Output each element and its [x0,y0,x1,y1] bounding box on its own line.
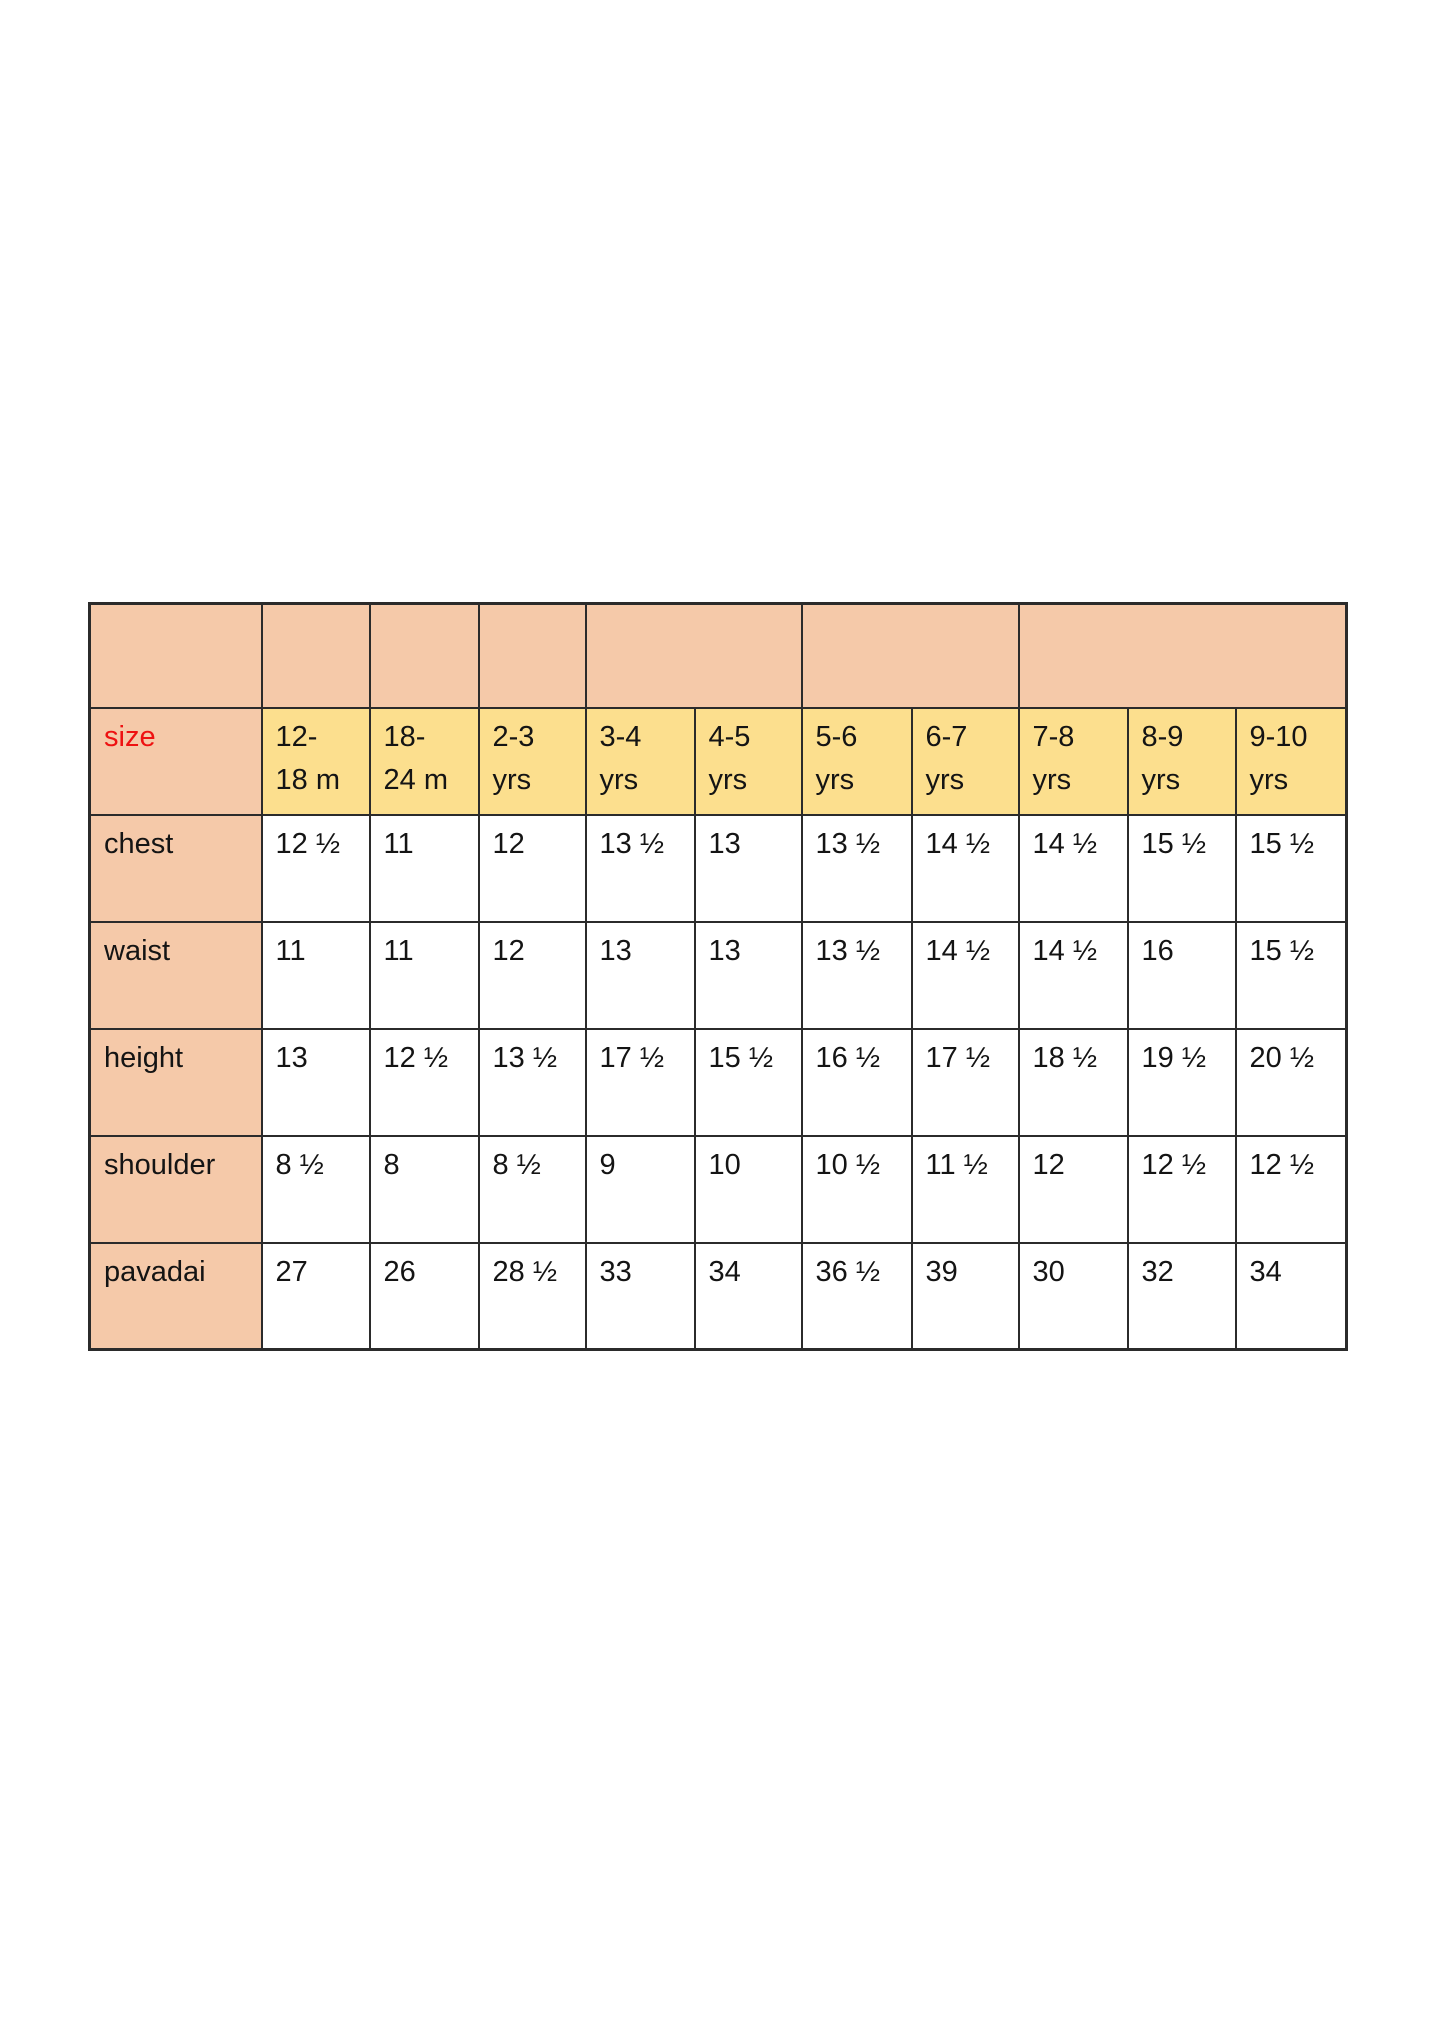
size-col-2-3yrs: 2-3 yrs [477,706,587,816]
band-cell [800,602,1020,709]
cell-height-5: 16 ½ [800,1027,913,1137]
cell-shoulder-7: 12 [1017,1134,1129,1244]
cell-chest-6: 14 ½ [910,813,1020,923]
cell-waist-7: 14 ½ [1017,920,1129,1030]
cell-height-8: 19 ½ [1126,1027,1237,1137]
table-row-shoulder: shoulder 8 ½ 8 8 ½ 9 10 10 ½ 11 ½ 12 12 … [88,1134,1348,1244]
cell-pavadai-5: 36 ½ [800,1241,913,1351]
size-col-6-7yrs: 6-7 yrs [910,706,1020,816]
cell-pavadai-9: 34 [1234,1241,1348,1351]
cell-shoulder-9: 12 ½ [1234,1134,1348,1244]
size-col-8-9yrs: 8-9 yrs [1126,706,1237,816]
cell-waist-4: 13 [693,920,803,1030]
band-cell [88,602,263,709]
cell-shoulder-6: 11 ½ [910,1134,1020,1244]
size-col-3-4yrs: 3-4 yrs [584,706,696,816]
table-row-waist: waist 11 11 12 13 13 13 ½ 14 ½ 14 ½ 16 1… [88,920,1348,1030]
size-col-9-10yrs: 9-10 yrs [1234,706,1348,816]
size-col-12-18m: 12- 18 m [260,706,371,816]
cell-waist-1: 11 [368,920,480,1030]
size-header-row: size 12- 18 m 18- 24 m 2-3 yrs 3-4 yrs 4… [88,706,1348,816]
cell-shoulder-0: 8 ½ [260,1134,371,1244]
cell-shoulder-5: 10 ½ [800,1134,913,1244]
cell-pavadai-8: 32 [1126,1241,1237,1351]
top-band-row [88,602,1348,709]
cell-chest-0: 12 ½ [260,813,371,923]
cell-height-2: 13 ½ [477,1027,587,1137]
cell-height-9: 20 ½ [1234,1027,1348,1137]
cell-pavadai-7: 30 [1017,1241,1129,1351]
cell-chest-5: 13 ½ [800,813,913,923]
cell-height-6: 17 ½ [910,1027,1020,1137]
table-row-height: height 13 12 ½ 13 ½ 17 ½ 15 ½ 16 ½ 17 ½ … [88,1027,1348,1137]
cell-waist-0: 11 [260,920,371,1030]
cell-chest-7: 14 ½ [1017,813,1129,923]
band-cell [260,602,371,709]
cell-height-4: 15 ½ [693,1027,803,1137]
size-header-label: size [88,706,263,816]
cell-pavadai-1: 26 [368,1241,480,1351]
row-label-waist: waist [88,920,263,1030]
cell-pavadai-2: 28 ½ [477,1241,587,1351]
table-row-chest: chest 12 ½ 11 12 13 ½ 13 13 ½ 14 ½ 14 ½ … [88,813,1348,923]
cell-height-1: 12 ½ [368,1027,480,1137]
size-col-4-5yrs: 4-5 yrs [693,706,803,816]
cell-waist-5: 13 ½ [800,920,913,1030]
cell-height-3: 17 ½ [584,1027,696,1137]
size-col-5-6yrs: 5-6 yrs [800,706,913,816]
band-cell [368,602,480,709]
row-label-pavadai: pavadai [88,1241,263,1351]
band-cell [1017,602,1348,709]
cell-waist-3: 13 [584,920,696,1030]
cell-height-7: 18 ½ [1017,1027,1129,1137]
size-col-18-24m: 18- 24 m [368,706,480,816]
cell-pavadai-6: 39 [910,1241,1020,1351]
cell-chest-1: 11 [368,813,480,923]
cell-chest-8: 15 ½ [1126,813,1237,923]
row-label-shoulder: shoulder [88,1134,263,1244]
cell-shoulder-8: 12 ½ [1126,1134,1237,1244]
table-row-pavadai: pavadai 27 26 28 ½ 33 34 36 ½ 39 30 32 3… [88,1241,1348,1351]
cell-pavadai-3: 33 [584,1241,696,1351]
row-label-chest: chest [88,813,263,923]
cell-chest-2: 12 [477,813,587,923]
cell-shoulder-3: 9 [584,1134,696,1244]
cell-pavadai-4: 34 [693,1241,803,1351]
cell-height-0: 13 [260,1027,371,1137]
size-col-7-8yrs: 7-8 yrs [1017,706,1129,816]
cell-pavadai-0: 27 [260,1241,371,1351]
cell-shoulder-1: 8 [368,1134,480,1244]
cell-shoulder-4: 10 [693,1134,803,1244]
cell-shoulder-2: 8 ½ [477,1134,587,1244]
cell-waist-8: 16 [1126,920,1237,1030]
cell-waist-6: 14 ½ [910,920,1020,1030]
band-cell [584,602,803,709]
cell-waist-9: 15 ½ [1234,920,1348,1030]
cell-chest-3: 13 ½ [584,813,696,923]
cell-waist-2: 12 [477,920,587,1030]
cell-chest-9: 15 ½ [1234,813,1348,923]
cell-chest-4: 13 [693,813,803,923]
size-chart-table: size 12- 18 m 18- 24 m 2-3 yrs 3-4 yrs 4… [88,602,1348,1351]
row-label-height: height [88,1027,263,1137]
band-cell [477,602,587,709]
